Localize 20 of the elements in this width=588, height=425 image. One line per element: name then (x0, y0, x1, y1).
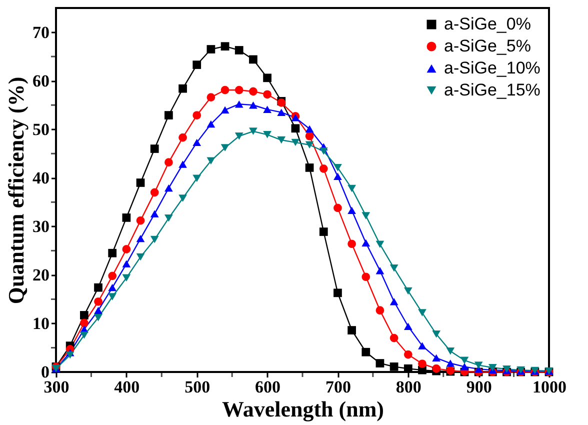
y-tick-label: 30 (32, 216, 50, 236)
y-axis-title: Quantum efficiency (%) (4, 76, 28, 304)
y-tick-label: 10 (32, 314, 50, 333)
x-tick-label: 700 (325, 378, 351, 396)
y-tick-label: 20 (32, 265, 50, 284)
y-tick-label: 40 (32, 168, 50, 188)
legend-label: a-SiGe_5% (444, 36, 531, 56)
x-tick-label: 800 (396, 378, 422, 396)
y-tick-label: 70 (32, 22, 50, 42)
x-tick-label: 600 (255, 378, 281, 396)
y-tick-label: 60 (32, 71, 50, 90)
x-tick-label: 1000 (532, 378, 566, 396)
x-tick-label: 400 (114, 378, 140, 396)
x-tick-label: 500 (184, 378, 210, 396)
x-tick-label: 900 (466, 378, 492, 396)
y-tick-label: 50 (32, 120, 50, 139)
x-axis-title: Wavelength (nm) (222, 396, 384, 422)
legend-label: a-SiGe_10% (444, 58, 540, 78)
legend-label: a-SiGe_0% (444, 14, 531, 34)
legend-label: a-SiGe_15% (444, 80, 540, 100)
